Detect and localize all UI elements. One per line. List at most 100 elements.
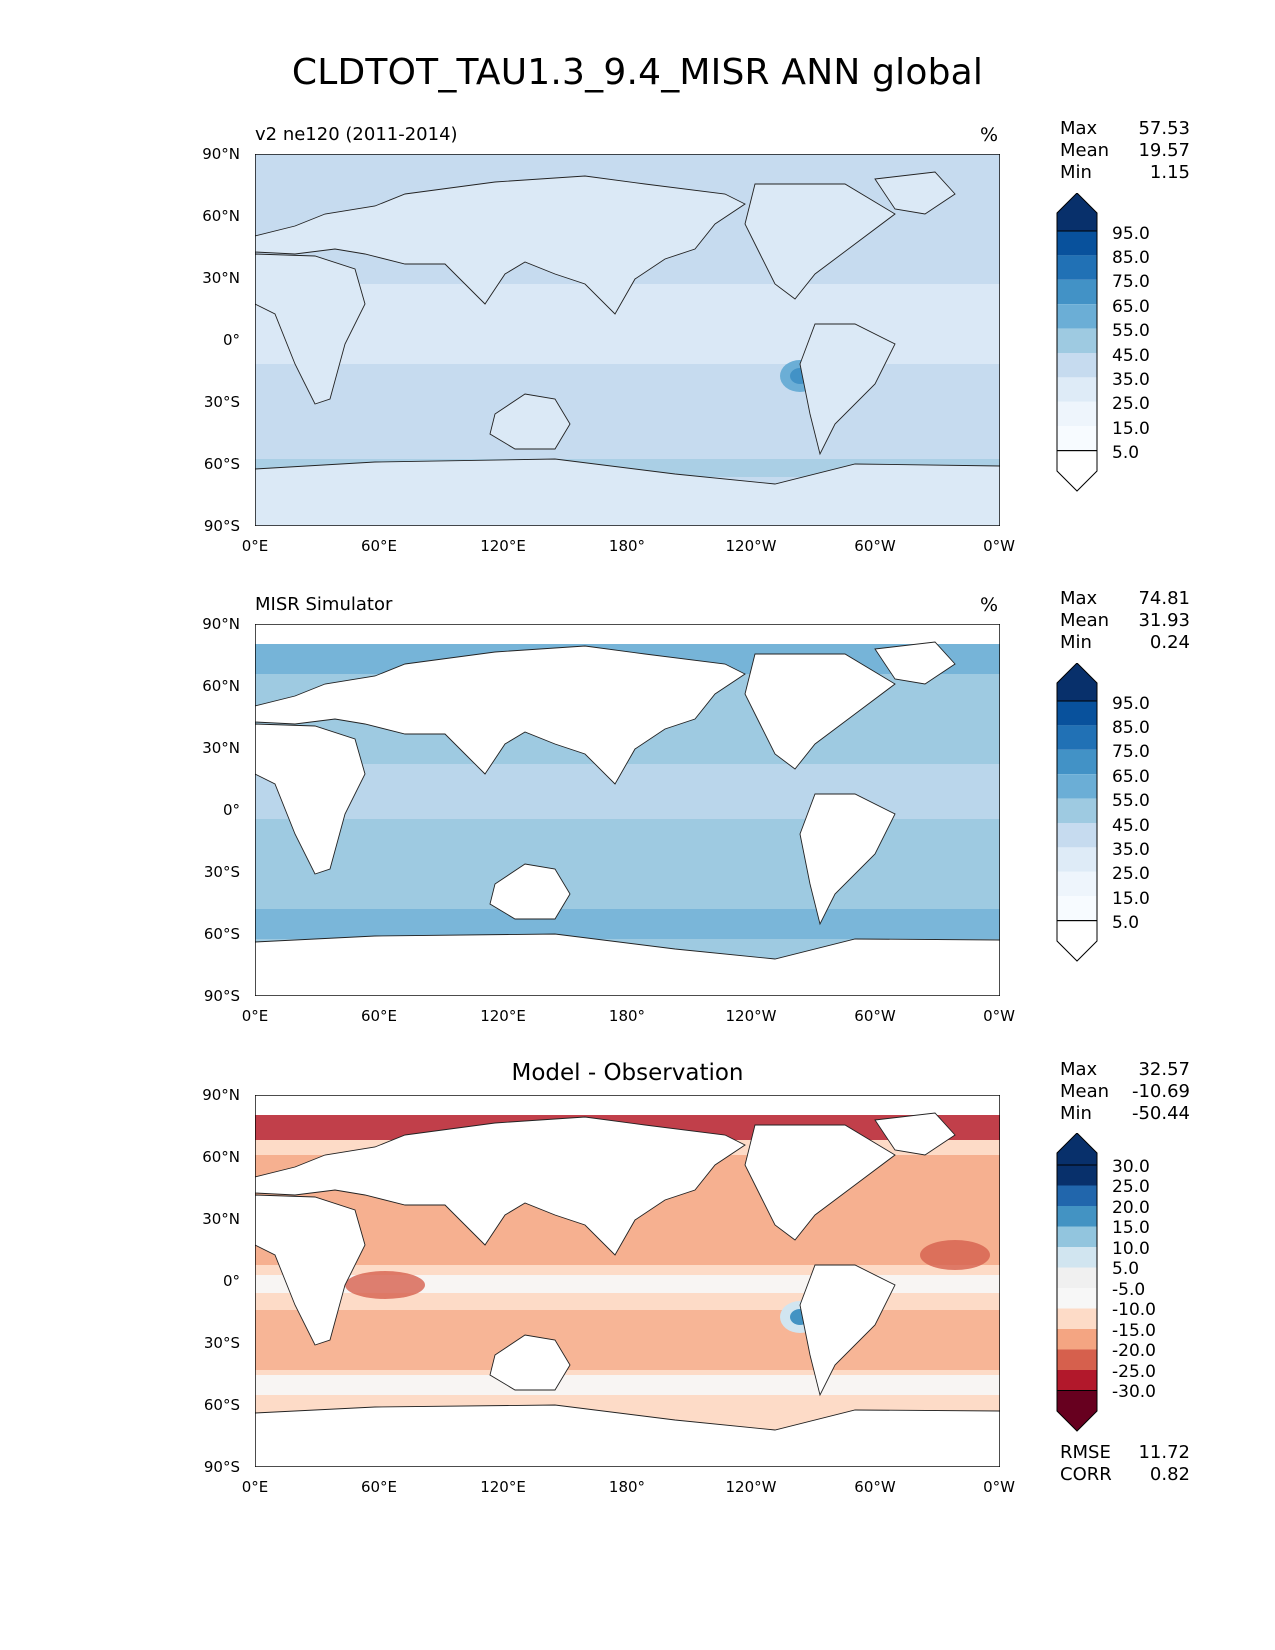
map-1-xlabel-60w: 60°W (854, 537, 896, 555)
colorbar-1-seg-7 (1057, 377, 1097, 402)
stat-max-label: Max (1060, 1059, 1098, 1080)
colorbar-1-seg-1 (1057, 231, 1097, 256)
map-1-ylabel-90s: 90°S (203, 517, 240, 535)
colorbar-3-seg-1 (1057, 1165, 1097, 1186)
colorbar-2-seg-6 (1057, 823, 1097, 848)
colorbar-3-top-arrow (1056, 1133, 1098, 1166)
map-1-xlabel-120e: 120°E (480, 537, 526, 555)
colorbar-3: 30.0 25.0 20.0 15.0 10.0 5.0 -5.0 -10.0 … (1055, 1133, 1195, 1433)
colorbar-2-label-6: 35.0 (1112, 840, 1150, 860)
colorbar-2-seg-3 (1057, 749, 1097, 775)
panel-1-units: % (980, 124, 999, 146)
stat-min-value: 1.15 (1149, 162, 1190, 183)
map-1-ylabel-60s: 60°S (203, 455, 240, 473)
map-1-xlabel-0e: 0°E (241, 537, 269, 555)
colorbar-3-seg-5 (1057, 1247, 1097, 1268)
colorbar-3-label-11: -30.0 (1112, 1382, 1156, 1402)
colorbar-1-bottom-arrow (1056, 450, 1098, 492)
map-3-xlabel-120e: 120°E (480, 1478, 526, 1496)
stat-min-label: Min (1060, 1103, 1092, 1124)
map-2-ylabel-60s: 60°S (203, 925, 240, 943)
stat-max-label: Max (1060, 118, 1098, 139)
map-1-xlabel-180: 180° (608, 537, 646, 555)
stat-max-value: 74.81 (1138, 588, 1190, 609)
colorbar-3-frame (1056, 1164, 1098, 1391)
map-3-ylabel-60s: 60°S (203, 1396, 240, 1414)
colorbar-3-label-5: 5.0 (1112, 1259, 1140, 1279)
colorbar-3-label-8: -15.0 (1112, 1321, 1156, 1341)
colorbar-3-seg-11 (1057, 1370, 1097, 1391)
colorbar-2-label-4: 55.0 (1112, 791, 1150, 811)
stat-min-label: Min (1060, 162, 1092, 183)
stat-max-value: 57.53 (1138, 118, 1190, 139)
map-3-ylabel-30s: 30°S (203, 1334, 240, 1352)
map-1-ylabel-0: 0° (222, 331, 240, 349)
colorbar-3-label-7: -10.0 (1112, 1300, 1156, 1320)
colorbar-1-seg-3 (1057, 279, 1097, 305)
colorbar-3-label-3: 15.0 (1112, 1218, 1150, 1238)
colorbar-2-frame (1056, 700, 1098, 922)
colorbar-2-label-8: 15.0 (1112, 889, 1150, 909)
colorbar-2-label-5: 45.0 (1112, 816, 1150, 836)
map-1-xlabel-0w: 0°W (983, 537, 1015, 555)
map-3 (255, 1095, 1000, 1467)
colorbar-3-label-10: -25.0 (1112, 1362, 1156, 1382)
map-1-xlabel-60e: 60°E (360, 537, 398, 555)
map-2-band-southern-ocean (255, 909, 1000, 939)
stat-mean-value: 31.93 (1138, 610, 1190, 631)
colorbar-1-seg-8 (1057, 401, 1097, 427)
map-2-xlabel-120w: 120°W (725, 1007, 777, 1025)
colorbar-3-seg-9 (1057, 1329, 1097, 1350)
map-1-svg (255, 154, 1000, 526)
panel-3-title: Model - Observation (511, 1060, 744, 1086)
figure-title: CLDTOT_TAU1.3_9.4_MISR ANN global (291, 52, 984, 93)
panel-2-title: MISR Simulator (255, 594, 393, 615)
map-2-xlabel-60e: 60°E (360, 1007, 398, 1025)
stat-mean-label: Mean (1060, 610, 1110, 631)
map-2-xlabel-0e: 0°E (241, 1007, 269, 1025)
map-3-xlabel-60w: 60°W (854, 1478, 896, 1496)
map-3-xlabel-60e: 60°E (360, 1478, 398, 1496)
colorbar-2-label-3: 65.0 (1112, 767, 1150, 787)
colorbar-1-seg-6 (1057, 353, 1097, 378)
colorbar-3-seg-7 (1057, 1288, 1097, 1309)
panel-1-title: v2 ne120 (2011-2014) (255, 124, 458, 145)
map-3-band-southern-ocean (255, 1375, 1000, 1395)
map-2-xlabel-0w: 0°W (983, 1007, 1015, 1025)
map-1-ylabel-30s: 30°S (203, 393, 240, 411)
colorbar-1-label-1: 85.0 (1112, 248, 1150, 268)
map-3-ylabel-90s: 90°S (203, 1458, 240, 1476)
stat-mean-label: Mean (1060, 140, 1110, 161)
colorbar-2-label-0: 95.0 (1112, 694, 1150, 714)
map-3-xlabel-0w: 0°W (983, 1478, 1015, 1496)
colorbar-1-label-4: 55.0 (1112, 321, 1150, 341)
stat-mean-value: 19.57 (1138, 140, 1190, 161)
map-2-ylabel-0: 0° (222, 801, 240, 819)
colorbar-1-frame (1056, 230, 1098, 452)
stat-mean-value: -10.69 (1131, 1081, 1190, 1102)
map-2-ylabel-30n: 30°N (202, 739, 240, 757)
map-3-xlabel-0e: 0°E (241, 1478, 269, 1496)
map-2-svg (255, 624, 1000, 996)
map-3-band-south (255, 1310, 1000, 1370)
colorbar-1-svg (1056, 193, 1098, 492)
colorbar-3-svg (1056, 1133, 1098, 1432)
colorbar-2-seg-9 (1057, 896, 1097, 921)
panel-3-metrics: RMSE 11.72 CORR 0.82 (1060, 1442, 1190, 1486)
rmse-label: RMSE (1060, 1442, 1111, 1463)
map-3-indian-ocean-max (345, 1271, 425, 1299)
map-3-no-data-north (255, 1095, 1000, 1115)
map-3-ylabel-30n: 30°N (202, 1210, 240, 1228)
map-1-ylabel-60n: 60°N (202, 207, 240, 225)
colorbar-1-label-7: 25.0 (1112, 394, 1150, 414)
panel-2-units: % (980, 594, 999, 616)
stat-min-label: Min (1060, 632, 1092, 653)
map-1-ylabel-30n: 30°N (202, 269, 240, 287)
colorbar-3-bottom-arrow (1056, 1390, 1098, 1432)
map-2-xlabel-180: 180° (608, 1007, 646, 1025)
colorbar-3-seg-3 (1057, 1206, 1097, 1227)
map-2-ylabel-90n: 90°N (202, 615, 240, 633)
colorbar-2-label-9: 5.0 (1112, 913, 1140, 933)
colorbar-2-seg-2 (1057, 725, 1097, 750)
colorbar-1: 95.0 85.0 75.0 65.0 55.0 45.0 35.0 25.0 … (1055, 193, 1195, 493)
